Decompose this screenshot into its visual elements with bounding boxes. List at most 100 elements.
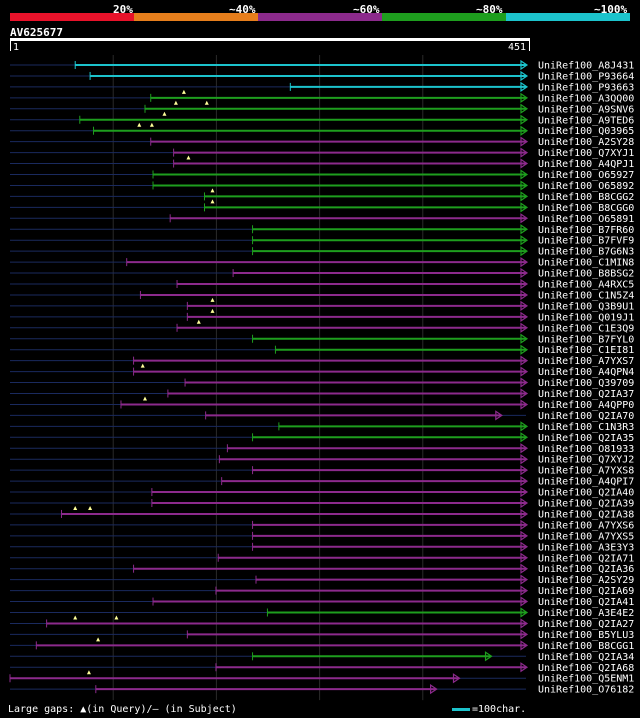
hit-label: UniRef100_B8CGG0: [538, 203, 634, 214]
hit-label: UniRef100_P93663: [538, 82, 634, 93]
hit-label: UniRef100_C1N3R3: [538, 422, 634, 433]
hit-arrowhead: [520, 530, 529, 541]
hit-arrowhead: [520, 180, 529, 191]
hit-arrowhead: [520, 256, 529, 268]
hit-arrowhead: [520, 366, 529, 377]
identity-legend: 20% ~40% ~60% ~80% ~100%: [10, 3, 630, 16]
hit-label: UniRef100_Q2IA37: [538, 389, 634, 400]
hit-label: UniRef100_O65927: [538, 170, 634, 181]
hit-arrowhead: [430, 684, 438, 695]
hit-arrowhead: [520, 640, 529, 651]
hit-arrowhead: [520, 519, 529, 531]
hit-label: UniRef100_B5YLU3: [538, 630, 634, 641]
query-gap-marker: [86, 670, 91, 675]
hit-arrowhead: [520, 289, 529, 301]
hit-label: UniRef100_A3QQ00: [538, 93, 634, 104]
hit-arrowhead: [520, 399, 529, 410]
hit-arrowhead: [520, 300, 529, 312]
legend-swatch-orange: [134, 13, 258, 21]
query-gap-marker: [162, 111, 167, 116]
hit-arrowhead: [520, 136, 529, 147]
hit-label: UniRef100_Q2IA39: [538, 499, 634, 510]
hit-label: UniRef100_O65891: [538, 214, 634, 225]
hit-label: UniRef100_A4QPP0: [538, 400, 634, 411]
query-gap-marker: [114, 615, 119, 620]
hit-arrowhead: [520, 574, 529, 585]
hit-label: UniRef100_Q7XYJ2: [538, 455, 634, 466]
hit-label: UniRef100_O76182: [538, 685, 634, 696]
hit-arrowhead: [520, 607, 529, 618]
hit-label: UniRef100_Q03965: [538, 126, 634, 137]
hit-arrowhead: [520, 213, 529, 224]
hit-arrowhead: [520, 432, 529, 443]
hit-label: UniRef100_B8CGG1: [538, 641, 634, 652]
hit-arrowhead: [520, 465, 529, 476]
hit-arrowhead: [520, 158, 529, 169]
hit-label: UniRef100_B8BSG2: [538, 269, 634, 280]
hit-label: UniRef100_O81933: [538, 444, 634, 455]
ruler-end-label: 451: [508, 42, 527, 53]
legend-swatch-cyan: [506, 13, 630, 21]
query-gap-marker: [173, 100, 178, 105]
hit-arrowhead: [520, 235, 529, 246]
hit-arrowhead: [520, 202, 529, 213]
query-gap-marker: [210, 308, 215, 313]
hit-arrowhead: [520, 147, 529, 158]
hit-label: UniRef100_Q5ENM1: [538, 674, 634, 685]
hit-label: UniRef100_A4QPI7: [538, 477, 634, 488]
query-gap-marker: [140, 363, 145, 368]
hit-arrowhead: [520, 377, 529, 388]
hit-label: UniRef100_A4QPJ1: [538, 159, 634, 170]
query-gap-marker: [204, 100, 209, 105]
hit-arrowhead: [520, 421, 529, 432]
legend-label-20: 20%: [113, 3, 133, 16]
hit-label: UniRef100_Q2IA34: [538, 652, 634, 663]
hit-arrowhead: [520, 454, 529, 465]
hit-label: UniRef100_A9TED6: [538, 115, 634, 126]
hit-label: UniRef100_Q3B9U1: [538, 301, 634, 312]
hit-label: UniRef100_O65892: [538, 181, 634, 192]
hit-label: UniRef100_B7FVF9: [538, 236, 634, 247]
hit-label: UniRef100_Q2IA36: [538, 564, 634, 575]
hit-arrowhead: [520, 169, 529, 180]
hit-label: UniRef100_A2SY28: [538, 137, 634, 148]
hit-label: UniRef100_Q39709: [538, 378, 634, 389]
query-gap-marker: [210, 188, 215, 193]
hit-arrowhead: [520, 596, 529, 607]
hit-label: UniRef100_C1EI81: [538, 345, 634, 356]
hit-arrowhead: [520, 541, 529, 552]
hit-arrowhead: [520, 267, 529, 279]
hit-arrowhead: [520, 125, 529, 136]
legend-swatch-green: [382, 13, 506, 21]
hit-label: UniRef100_C1E3Q9: [538, 323, 634, 334]
query-gap-marker: [149, 122, 154, 127]
hit-arrowhead: [484, 651, 493, 662]
hit-arrowhead: [520, 246, 529, 257]
hit-label: UniRef100_A2SY29: [538, 575, 634, 586]
hit-arrowhead: [520, 618, 529, 629]
hit-arrowhead: [495, 410, 503, 421]
hit-arrowhead: [520, 59, 529, 71]
hit-label: UniRef100_A7YXS5: [538, 531, 634, 542]
hit-label: UniRef100_B7G6N3: [538, 247, 634, 258]
hit-arrowhead: [520, 278, 529, 290]
hit-label: UniRef100_Q2IA38: [538, 509, 634, 520]
legend-label-60: ~60%: [353, 3, 380, 16]
ruler-start-label: 1: [13, 42, 20, 53]
hit-label: UniRef100_B8CGG2: [538, 192, 634, 203]
scale-legend: =100char.: [452, 704, 526, 715]
hit-arrowhead: [520, 191, 529, 202]
hit-label: UniRef100_C1MIN8: [538, 258, 634, 269]
hit-label: UniRef100_Q2IA27: [538, 619, 634, 630]
hit-label: UniRef100_Q7XYJ1: [538, 148, 634, 159]
ruler-tick-end: [529, 41, 530, 51]
hit-arrowhead: [520, 475, 529, 487]
legend-swatch-purple: [258, 13, 382, 21]
hit-arrowhead: [520, 355, 529, 366]
hit-arrowhead: [520, 114, 529, 125]
hit-arrowhead: [520, 497, 529, 509]
hit-arrowhead: [520, 224, 529, 235]
hit-arrowhead: [520, 344, 529, 355]
ruler-tick-start: [10, 41, 11, 51]
